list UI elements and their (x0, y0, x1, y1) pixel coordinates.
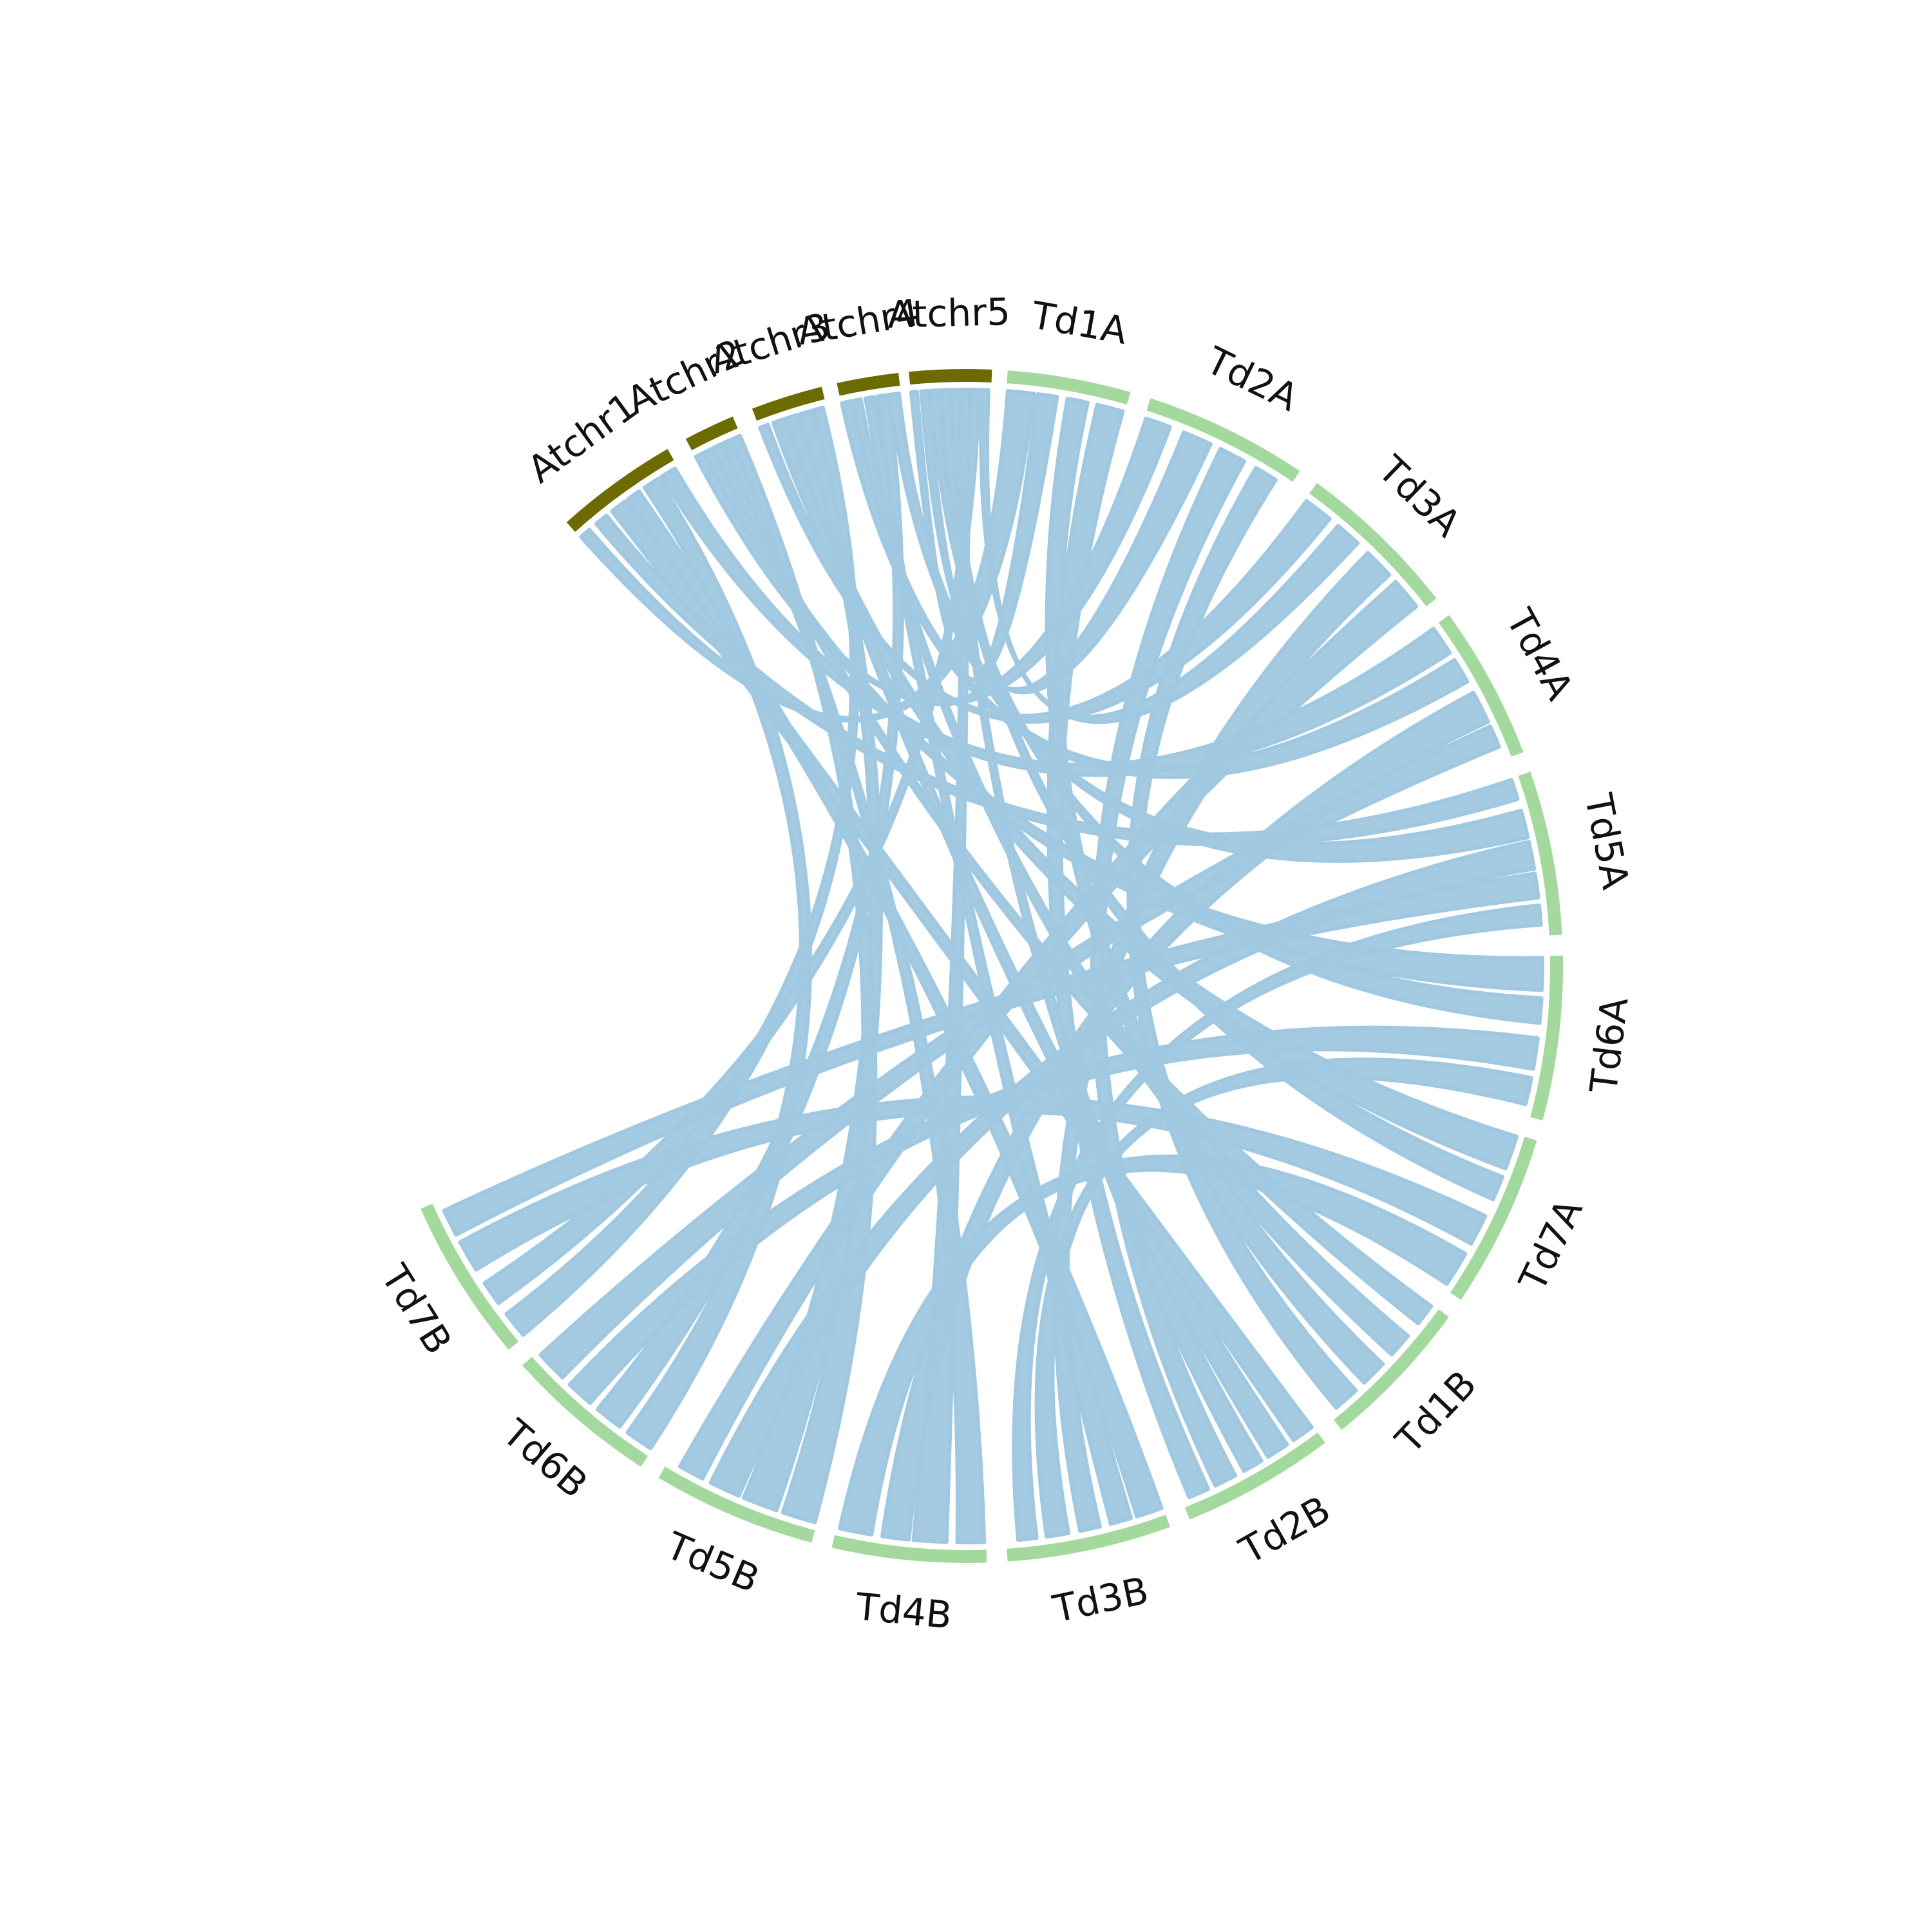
chromosome-arc-atchr2 (685, 416, 738, 451)
synteny-link-td6a-td6b (567, 1025, 1540, 1405)
synteny-link-td5a-td7b (442, 871, 1540, 1237)
chromosome-arc-td1a (1007, 370, 1131, 405)
synteny-link-atchr2-td5b (730, 433, 878, 1524)
chromosome-arc-td7a (1450, 1137, 1537, 1300)
synteny-link-td5a-td3b (1012, 903, 1543, 1542)
chromosome-label-td7b: Td7B (372, 1256, 460, 1361)
chromosome-label-td4a: Td4A (1497, 601, 1582, 707)
chromosome-label-td4b: Td4B (853, 1584, 954, 1637)
synteny-link-atchr1-td6b (625, 477, 813, 1450)
synteny-link-atchr5-td1a (909, 390, 1059, 683)
synteny-link-td7a-td7b (458, 1095, 1488, 1272)
chromosome-arc-td4b (831, 1535, 987, 1563)
synteny-link-atchr3-td5b (742, 408, 883, 1513)
chromosome-label-td3b: Td3B (1048, 1568, 1152, 1631)
synteny-link-td7a-td4b (838, 1154, 1468, 1537)
chromosome-tracks (421, 369, 1564, 1563)
synteny-link-td3a-td5b (677, 580, 1419, 1481)
chromosome-arc-td6b (522, 1356, 649, 1467)
synteny-link-atchr4-td1b (851, 397, 1410, 1357)
synteny-link-atchr5-td7a (939, 388, 1504, 1202)
synteny-link-atchr5-td3a (979, 388, 1360, 724)
chromosome-label-td2a: Td2A (1199, 338, 1305, 420)
synteny-link-td1a-td2b (1046, 402, 1211, 1500)
chromosome-arc-td5a (1518, 772, 1562, 936)
synteny-link-atchr4-td6b (595, 393, 904, 1429)
synteny-link-atchr5-td7b (482, 388, 981, 1305)
synteny-link-td2a-td2b (1090, 447, 1247, 1488)
chromosome-label-td5b: Td5B (659, 1523, 766, 1601)
chromosome-arc-td5b (658, 1466, 815, 1543)
links-layer (442, 387, 1544, 1545)
chromosome-arc-atchr4 (837, 372, 900, 396)
synteny-link-td6a-td3b (1034, 1057, 1533, 1539)
synteny-link-td2a-td1b (1126, 466, 1358, 1410)
chromosome-label-td3a: Td3A (1369, 447, 1469, 545)
chromosome-label-td1b: Td1B (1387, 1362, 1485, 1463)
chromosome-arc-atchr1 (566, 449, 674, 532)
synteny-link-atchr5-td2b (949, 388, 1264, 1473)
synteny-link-atchr2-td1b (712, 442, 1434, 1325)
chromosome-arc-td3a (1309, 483, 1437, 607)
chromosome-label-td6b: Td6B (494, 1410, 596, 1506)
chromosome-label-atchr5: Atchr5 (887, 290, 1011, 337)
chromosome-arc-td2b (1184, 1432, 1325, 1520)
chromosome-arc-td1b (1333, 1309, 1449, 1430)
synteny-link-atchr4-td4a (840, 399, 1470, 779)
chromosome-arc-td7b (421, 1203, 519, 1350)
chromosome-label-td5a: Td5A (1576, 790, 1637, 893)
chromosome-arc-td4a (1438, 615, 1524, 757)
chromosome-label-td2b: Td2B (1232, 1487, 1338, 1573)
synteny-link-atchr3-td2b (784, 413, 1289, 1459)
chromosome-arc-td6a (1530, 955, 1564, 1121)
chromosome-arc-atchr3 (752, 386, 825, 421)
chromosome-label-td6a: Td6A (1582, 994, 1637, 1095)
chromosome-arc-atchr5 (909, 369, 992, 385)
chromosome-label-td1a: Td1A (1028, 293, 1131, 353)
chromosome-label-td7a: Td7A (1510, 1192, 1591, 1298)
chromosome-arc-td2a (1146, 398, 1300, 482)
chromosome-arc-td3b (1007, 1515, 1171, 1562)
synteny-link-td4a-td6b (538, 724, 1501, 1379)
